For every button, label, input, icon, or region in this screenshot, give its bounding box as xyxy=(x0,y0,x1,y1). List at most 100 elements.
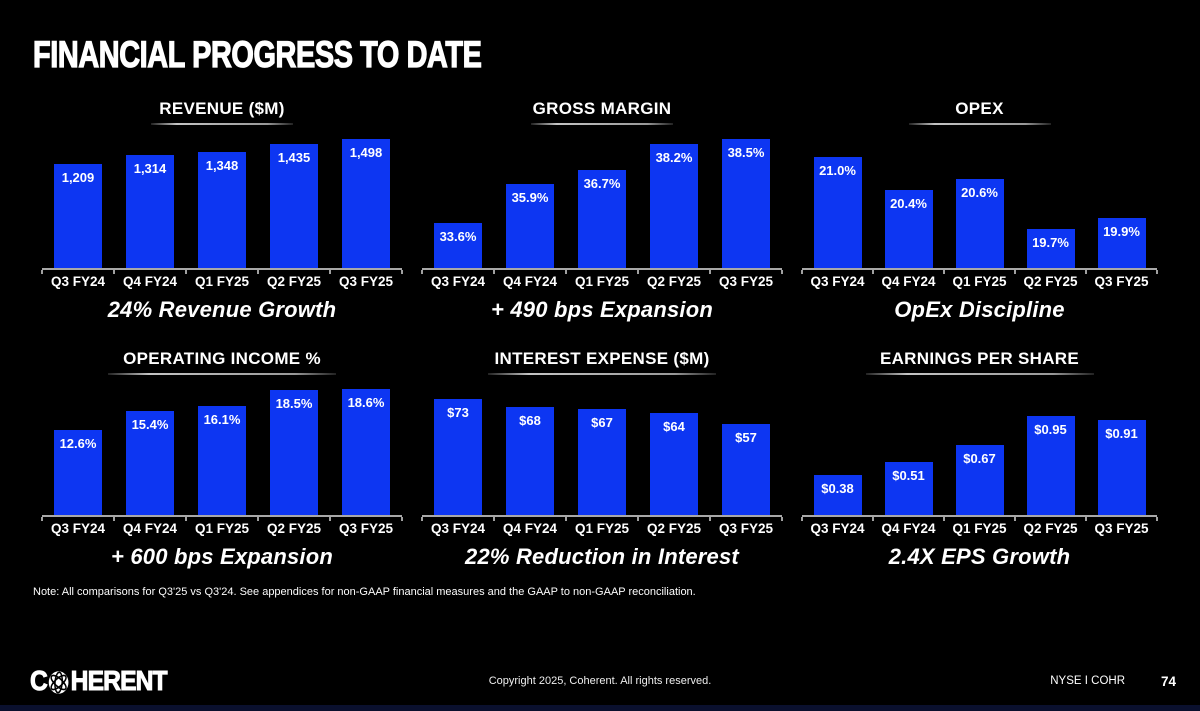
x-axis-label: Q2 FY25 xyxy=(1023,521,1078,536)
axis-tick xyxy=(801,270,803,274)
x-axis-label: Q2 FY25 xyxy=(266,274,322,289)
slide-title: FINANCIAL PROGRESS TO DATE xyxy=(32,34,482,75)
axis-tick xyxy=(421,517,423,521)
chart-plot: 12.6% 15.4% 16.1% 18.5% 18.6% xyxy=(42,375,402,515)
bar-slot: 20.4% xyxy=(873,190,944,268)
chart-plot: $73 $68 $67 $64 $57 xyxy=(422,375,782,515)
bar-slot: 1,498 xyxy=(330,139,402,268)
bar-value-label: $0.95 xyxy=(1034,422,1067,437)
x-axis-labels: Q3 FY24 Q4 FY24 Q1 FY25 Q2 FY25 Q3 FY25 xyxy=(42,274,402,289)
axis-tick xyxy=(113,270,115,274)
x-axis-label: Q3 FY24 xyxy=(50,521,106,536)
bar: 1,314 xyxy=(126,154,174,268)
x-axis-line xyxy=(41,268,403,274)
x-axis-label: Q2 FY25 xyxy=(646,274,702,289)
page-number: 74 xyxy=(1160,674,1176,689)
bar: $73 xyxy=(434,399,482,515)
title-underline xyxy=(865,373,1094,375)
bar-value-label: 19.9% xyxy=(1103,224,1140,240)
bar-slot: 33.6% xyxy=(422,223,494,268)
bar-slot: 16.1% xyxy=(186,405,258,515)
bar-value-label: 20.4% xyxy=(890,196,927,212)
bar-value-label: $57 xyxy=(735,430,757,446)
bar-value-label: 20.6% xyxy=(961,185,998,201)
x-axis-line xyxy=(421,515,783,521)
bar-slot: 38.5% xyxy=(710,139,782,268)
bar: 1,498 xyxy=(342,139,390,268)
x-axis-label: Q2 FY25 xyxy=(646,521,702,536)
chart-plot: $0.38 $0.51 $0.67 $0.95 $0.91 xyxy=(802,375,1157,515)
bar-value-label: 1,209 xyxy=(61,169,95,185)
x-axis-label: Q4 FY24 xyxy=(881,274,936,289)
bar-value-label: $64 xyxy=(663,419,685,435)
chart-title-text: EARNINGS PER SHARE xyxy=(879,349,1080,368)
bar-slot: 36.7% xyxy=(566,170,638,268)
title-underline xyxy=(488,373,716,375)
bar-value-label: 18.6% xyxy=(347,395,385,410)
axis-tick xyxy=(565,270,567,274)
axis-tick xyxy=(801,517,803,521)
bar-slot: $0.91 xyxy=(1086,420,1157,515)
chart-title: OPERATING INCOME % xyxy=(42,349,402,375)
x-axis-labels: Q3 FY24 Q4 FY24 Q1 FY25 Q2 FY25 Q3 FY25 xyxy=(422,274,782,289)
bar: 21.0% xyxy=(813,157,862,268)
bar: 33.6% xyxy=(434,223,482,268)
axis-tick xyxy=(185,517,187,521)
bar-slot: 19.9% xyxy=(1086,218,1157,268)
chart-caption: + 490 bps Expansion xyxy=(490,297,714,322)
bar: 15.4% xyxy=(126,410,174,515)
axis-tick xyxy=(257,517,259,521)
bar-chart: REVENUE ($M) 1,209 1,314 1,348 1,435 1,498 Q… xyxy=(41,99,403,323)
axis-tick xyxy=(709,517,711,521)
x-axis-label: Q3 FY24 xyxy=(430,274,486,289)
x-axis-label: Q3 FY25 xyxy=(718,521,774,536)
bar: 38.5% xyxy=(722,139,770,268)
x-axis-label: Q1 FY25 xyxy=(574,521,630,536)
chart-caption: + 600 bps Expansion xyxy=(110,544,334,569)
bar-value-label: 15.4% xyxy=(131,416,169,432)
bar-slot: $67 xyxy=(566,408,638,515)
bar-chart: GROSS MARGIN 33.6% 35.9% 36.7% 38.2% 38.5% Q… xyxy=(421,99,783,323)
chart-caption: 2.4X EPS Growth xyxy=(888,544,1071,569)
axis-tick xyxy=(113,517,115,521)
bar-slot: 18.5% xyxy=(258,389,330,515)
bar: $0.95 xyxy=(1026,416,1075,515)
axis-tick xyxy=(401,270,403,274)
x-axis-label: Q1 FY25 xyxy=(194,274,250,289)
axis-tick xyxy=(329,517,331,521)
bar-slot: $68 xyxy=(494,406,566,515)
bar-value-label: 19.7% xyxy=(1032,235,1069,251)
footnote: Note: All comparisons for Q3'25 vs Q3'24… xyxy=(33,586,696,598)
chart-title: INTEREST EXPENSE ($M) xyxy=(422,349,782,375)
bar: 38.2% xyxy=(650,144,698,268)
axis-tick xyxy=(943,270,945,274)
title-underline xyxy=(151,123,293,125)
bar: $0.51 xyxy=(884,461,933,515)
title-underline xyxy=(108,373,336,375)
bar: $64 xyxy=(650,413,698,515)
bar-value-label: $68 xyxy=(519,412,541,428)
bar-slot: 1,435 xyxy=(258,144,330,268)
axis-tick xyxy=(709,270,711,274)
charts-grid: REVENUE ($M) 1,209 1,314 1,348 1,435 1,498 Q… xyxy=(0,99,1200,570)
axis-tick xyxy=(943,517,945,521)
axis-tick xyxy=(1014,517,1016,521)
bar: $57 xyxy=(722,424,770,515)
x-axis-label: Q1 FY25 xyxy=(574,274,630,289)
x-axis-label: Q3 FY24 xyxy=(430,521,486,536)
chart-title-text: REVENUE ($M) xyxy=(159,99,285,118)
stock-ticker: NYSE I COHR xyxy=(1050,675,1125,687)
bar: 20.4% xyxy=(884,190,933,268)
axis-tick xyxy=(781,517,783,521)
x-axis-label: Q1 FY25 xyxy=(952,274,1007,289)
bar-value-label: 38.2% xyxy=(655,150,693,166)
axis-tick xyxy=(1085,517,1087,521)
chart-title-text: GROSS MARGIN xyxy=(532,99,672,118)
bar-value-label: $0.67 xyxy=(963,451,996,467)
bar-chart: INTEREST EXPENSE ($M) $73 $68 $67 $64 $57 Q3… xyxy=(421,349,783,570)
axis-tick xyxy=(1156,517,1158,521)
bar-slot: 1,348 xyxy=(186,151,258,268)
bar-slot: 35.9% xyxy=(494,183,566,268)
bar-slot: 1,209 xyxy=(42,163,114,268)
axis-tick xyxy=(329,270,331,274)
